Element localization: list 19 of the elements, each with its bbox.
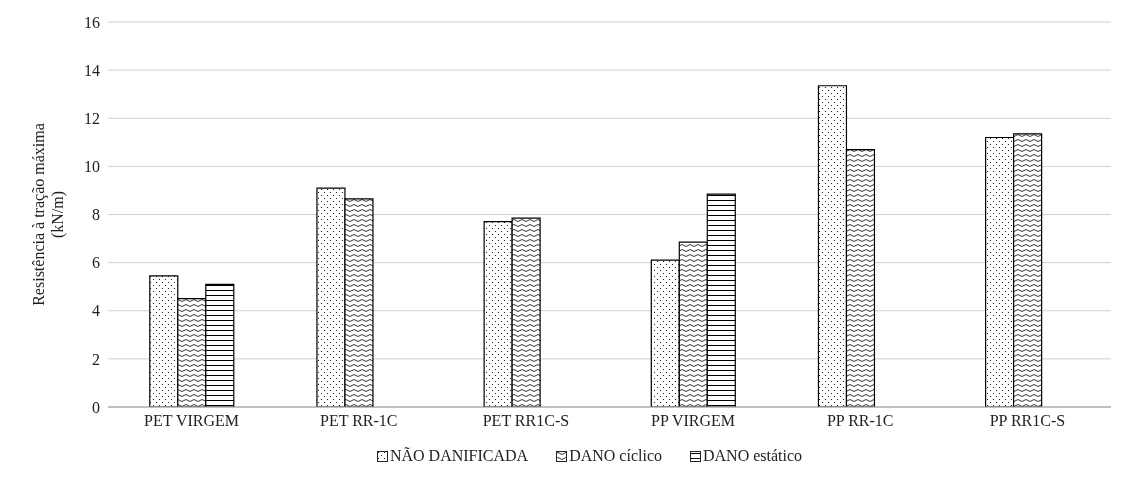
x-tick-label: PP RR-1C (826, 412, 894, 430)
y-tick-label: 4 (92, 302, 100, 320)
legend-label: DANO estático (702, 447, 803, 465)
legend-label: DANO cíclico (568, 447, 662, 465)
y-tick-label: 6 (92, 254, 100, 272)
y-tick-label: 12 (84, 109, 100, 127)
y-tick-label: 8 (92, 206, 100, 224)
x-tick-label: PET RR-1C (320, 412, 398, 430)
x-tick-label: PET RR1C-S (482, 412, 570, 430)
y-tick-label: 16 (84, 13, 100, 31)
x-tick-label: PP RR1C-S (989, 412, 1066, 430)
y-axis-title: Resistência à tração máxima (kN/m) (30, 123, 67, 306)
y-tick-label: 10 (84, 158, 100, 176)
x-tick-label: PP VIRGEM (651, 412, 736, 430)
y-tick-label: 2 (92, 350, 100, 368)
x-tick-label: PET VIRGEM (144, 412, 240, 430)
y-tick-label: 14 (84, 61, 100, 79)
legend-label: NÃO DANIFICADA (388, 447, 529, 465)
y-tick-label: 0 (92, 398, 100, 416)
